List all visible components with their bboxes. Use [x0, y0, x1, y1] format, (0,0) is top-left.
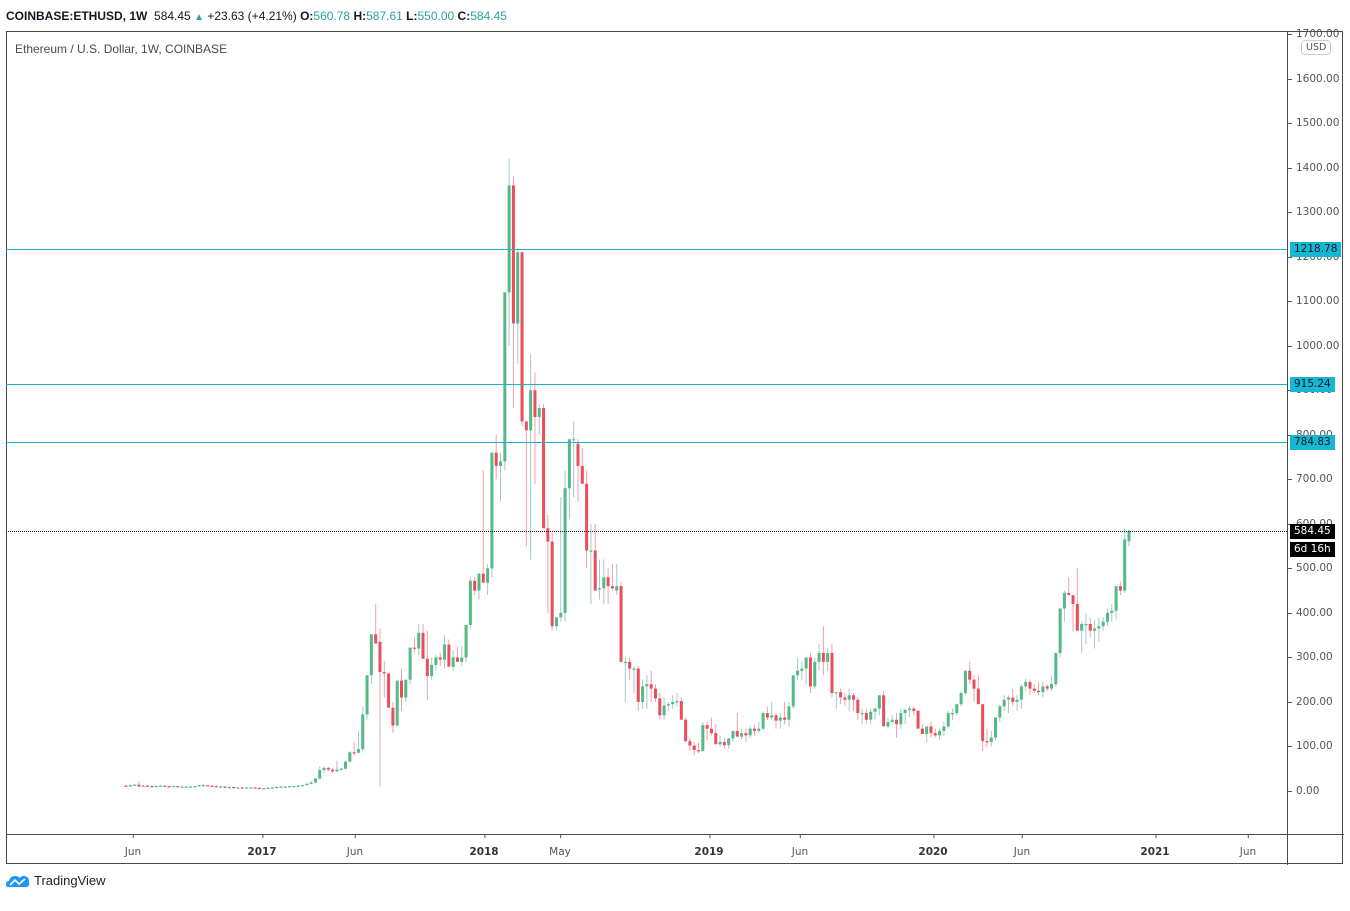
- price-axis[interactable]: 1700.001600.001500.001400.001300.001200.…: [1287, 28, 1344, 834]
- close-label: C:: [457, 9, 471, 23]
- low-label: L:: [406, 9, 418, 23]
- tradingview-branding[interactable]: TradingView: [6, 873, 106, 888]
- triangle-up-icon: ▲: [194, 12, 204, 23]
- time-tick: 2021: [1140, 834, 1170, 858]
- high-value: 587.61: [366, 9, 403, 23]
- price-tick: 300.00: [1288, 651, 1333, 663]
- price-tick: 200.00: [1288, 696, 1333, 708]
- last-price-line: [6, 531, 1287, 532]
- price-tick: 400.00: [1288, 607, 1333, 619]
- price-tick: 0.00: [1288, 785, 1319, 797]
- chart-frame: [6, 31, 1343, 864]
- time-tick: Jun: [792, 834, 808, 858]
- open-value: 560.78: [313, 9, 351, 23]
- time-tick: 2019: [694, 834, 724, 858]
- symbol-header: COINBASE:ETHUSD, 1W 584.45 ▲ +23.63 (+4.…: [6, 9, 507, 23]
- symbol-name: COINBASE:ETHUSD, 1W: [6, 9, 148, 23]
- last-price-label: 584.45: [1290, 524, 1335, 539]
- price-tick: 1300.00: [1288, 206, 1339, 218]
- time-tick: 2017: [247, 834, 277, 858]
- time-tick: Jun: [125, 834, 141, 858]
- price-tick: 1000.00: [1288, 340, 1339, 352]
- price-label-1218: 1218.78: [1290, 242, 1342, 257]
- time-tick: 2020: [918, 834, 948, 858]
- brand-name: TradingView: [34, 873, 106, 888]
- price-tick: 1500.00: [1288, 117, 1339, 129]
- open-label: O:: [300, 9, 314, 23]
- price-change: +23.63 (+4.21%): [207, 9, 297, 23]
- candlestick-series: [124, 158, 1131, 790]
- axis-corner: [1287, 834, 1344, 865]
- price-label-915: 915.24: [1290, 377, 1335, 392]
- time-tick: 2018: [469, 834, 499, 858]
- bar-countdown-label: 6d 16h: [1290, 542, 1335, 557]
- horizontal-line-1218[interactable]: [6, 249, 1287, 250]
- price-tick: 500.00: [1288, 562, 1333, 574]
- currency-badge[interactable]: USD: [1301, 40, 1332, 55]
- price-tick: 1100.00: [1288, 295, 1339, 307]
- chart-plot-area[interactable]: Ethereum / U.S. Dollar, 1W, COINBASE: [6, 31, 1287, 834]
- high-label: H:: [353, 9, 367, 23]
- horizontal-line-784[interactable]: [6, 442, 1287, 443]
- price-tick: 1700.00: [1288, 28, 1339, 40]
- last-price: 584.45: [154, 9, 191, 23]
- time-tick: Jun: [1014, 834, 1030, 858]
- price-tick: 700.00: [1288, 473, 1333, 485]
- tradingview-logo-icon: [6, 875, 30, 887]
- price-tick: 1400.00: [1288, 162, 1339, 174]
- chart-title: Ethereum / U.S. Dollar, 1W, COINBASE: [15, 42, 228, 56]
- price-tick: 100.00: [1288, 740, 1333, 752]
- close-value: 584.45: [470, 9, 507, 23]
- low-value: 550.00: [417, 9, 455, 23]
- price-label-784: 784.83: [1290, 435, 1335, 450]
- horizontal-line-915[interactable]: [6, 384, 1287, 385]
- time-tick: May: [549, 834, 571, 858]
- time-tick: Jun: [1240, 834, 1256, 858]
- price-tick: 1600.00: [1288, 73, 1339, 85]
- time-axis[interactable]: Jun 2017 Jun 2018 May 2019 Jun 2020 Jun 2021 Jun: [6, 834, 1287, 865]
- time-tick: Jun: [347, 834, 363, 858]
